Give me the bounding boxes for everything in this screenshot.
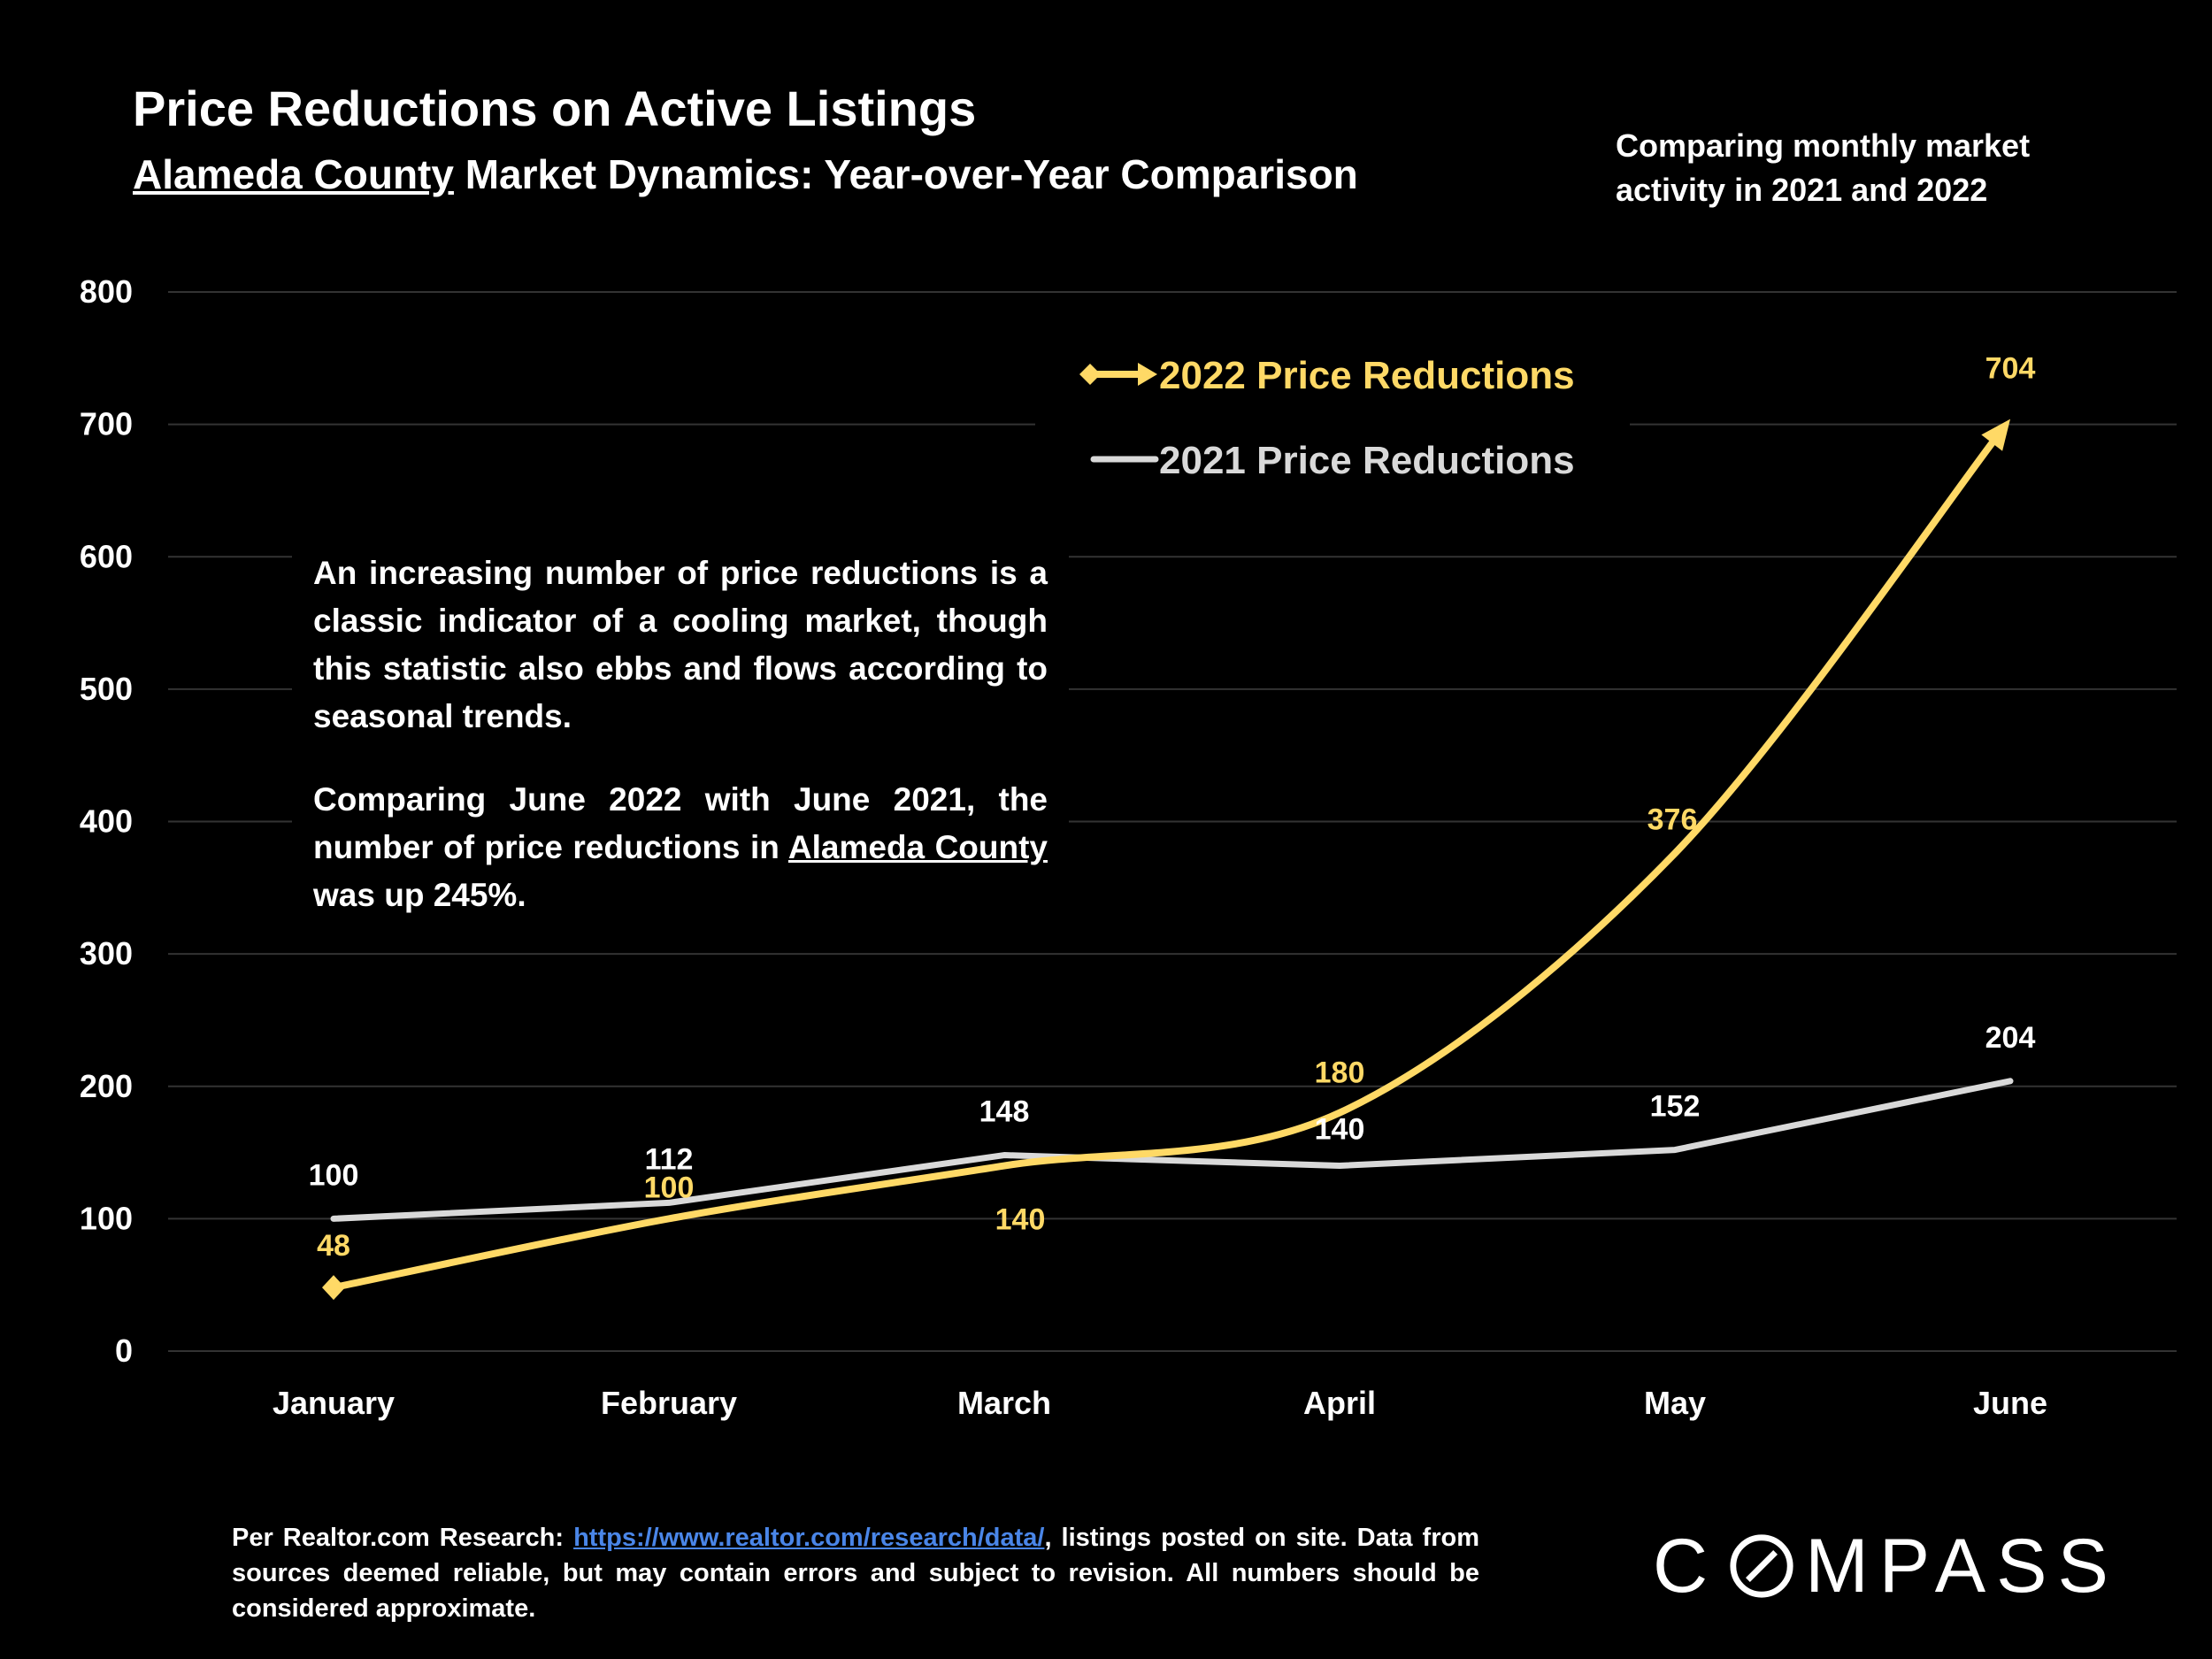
x-tick-label: June bbox=[1973, 1385, 2047, 1421]
source-note: Per Realtor.com Research: https://www.re… bbox=[232, 1520, 1479, 1626]
y-tick-label: 800 bbox=[80, 273, 133, 310]
y-tick-label: 500 bbox=[80, 671, 133, 707]
source-suffix: , listings posted on site. Data from sou… bbox=[232, 1524, 1479, 1623]
x-tick-label: February bbox=[601, 1385, 737, 1421]
subtitle-region: Alameda County bbox=[133, 151, 454, 197]
y-tick-label: 600 bbox=[80, 538, 133, 574]
y-tick-label: 700 bbox=[80, 406, 133, 442]
annotation-p2-before: Comparing June 2022 with June 2021, the … bbox=[313, 781, 1048, 865]
comparison-note: Comparing monthly market activity in 202… bbox=[1616, 127, 2031, 208]
source-link[interactable]: https://www.realtor.com/research/data/ bbox=[573, 1524, 1045, 1552]
data-label-2022: 100 bbox=[644, 1171, 695, 1204]
x-tick-label: April bbox=[1303, 1385, 1376, 1421]
series-2022-end-arrow bbox=[1981, 419, 2010, 451]
data-label-2022: 180 bbox=[1315, 1056, 1365, 1090]
x-tick-label: May bbox=[1644, 1385, 1706, 1421]
chart-subtitle: Alameda County Market Dynamics: Year-ove… bbox=[133, 150, 1358, 198]
y-tick-label: 200 bbox=[80, 1068, 133, 1104]
series-lines bbox=[322, 419, 2014, 1301]
x-tick-label: March bbox=[957, 1385, 1051, 1421]
data-label-2021: 140 bbox=[1315, 1113, 1365, 1147]
legend-swatch-2022-diamond bbox=[1079, 364, 1101, 385]
data-label-2022: 704 bbox=[1985, 352, 2036, 386]
legend: 2022 Price Reductions 2021 Price Reductio… bbox=[1035, 334, 1630, 503]
annotation-paragraph-2: Comparing June 2022 with June 2021, the … bbox=[313, 776, 1048, 919]
logo-text-start: C bbox=[1653, 1523, 1719, 1609]
annotation-region: Alameda County bbox=[787, 829, 1048, 865]
subtitle-rest: Market Dynamics: Year-over-Year Comparis… bbox=[453, 151, 1358, 197]
legend-swatch-2022-arrow bbox=[1138, 363, 1157, 386]
data-label-2021: 100 bbox=[309, 1158, 359, 1192]
source-prefix: Per Realtor.com Research: bbox=[232, 1524, 574, 1552]
data-label-2021: 204 bbox=[1985, 1021, 2036, 1055]
data-label-2021: 152 bbox=[1650, 1090, 1701, 1124]
data-label-2022: 376 bbox=[1647, 803, 1698, 836]
legend-label-2022: 2022 Price Reductions bbox=[1159, 354, 1575, 397]
data-label-2022: 48 bbox=[317, 1229, 350, 1263]
series-2022-start-marker bbox=[322, 1275, 345, 1301]
series-line-2022 bbox=[330, 426, 2006, 1292]
series-line-2021 bbox=[330, 1078, 2014, 1222]
y-tick-label: 400 bbox=[80, 803, 133, 840]
x-axis-ticks: January February March April May June bbox=[273, 1385, 2047, 1421]
annotation-paragraph-1: An increasing number of price reductions… bbox=[313, 555, 1048, 734]
y-tick-label: 0 bbox=[115, 1333, 133, 1369]
compass-logo: C MPASS bbox=[1653, 1524, 2119, 1609]
y-axis-ticks: 0 100 200 300 400 500 600 700 800 bbox=[80, 273, 133, 1369]
data-label-2022: 140 bbox=[995, 1203, 1046, 1237]
legend-label-2021: 2021 Price Reductions bbox=[1159, 439, 1575, 482]
compass-o-icon bbox=[1730, 1534, 1793, 1598]
annotation-p2-after: was up 245%. bbox=[313, 877, 526, 913]
data-label-2021: 148 bbox=[979, 1095, 1030, 1129]
data-label-2021: 112 bbox=[645, 1142, 694, 1176]
logo-text-end: MPASS bbox=[1805, 1523, 2119, 1609]
x-tick-label: January bbox=[273, 1385, 395, 1421]
y-tick-label: 100 bbox=[80, 1200, 133, 1236]
y-tick-label: 300 bbox=[80, 935, 133, 972]
annotation-box: An increasing number of price reductions… bbox=[292, 544, 1069, 925]
chart-title: Price Reductions on Active Listings bbox=[133, 81, 977, 136]
legend-background bbox=[1035, 334, 1630, 503]
